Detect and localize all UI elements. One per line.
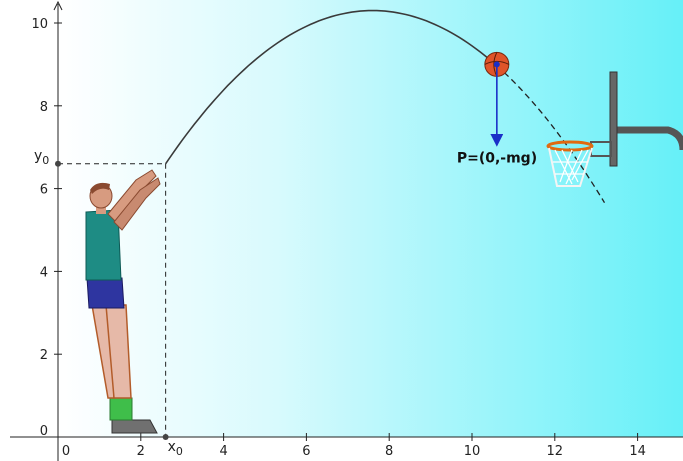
y-tick-label: 10 (31, 17, 48, 32)
x-tick-label: 8 (385, 444, 393, 459)
y-tick-label: 6 (40, 183, 48, 198)
x0-point (162, 434, 169, 440)
y-tick-label: 4 (40, 265, 48, 280)
x-tick-label: 4 (219, 444, 227, 459)
x-tick-group: 0 2 4 6 8 10 12 14 (62, 433, 646, 459)
x-tick-label: 6 (302, 444, 310, 459)
y-tick-label: 0 (40, 424, 48, 439)
x-tick-label: 10 (464, 444, 481, 459)
y-tick-label: 2 (40, 348, 48, 363)
x0-label: x0 (168, 439, 183, 458)
y0-point (55, 160, 61, 167)
x-tick-label: 2 (137, 444, 145, 459)
x-tick-label: 0 (62, 444, 70, 459)
y0-label: y0 (34, 148, 49, 167)
sky-background (58, 0, 683, 437)
force-label: P=(0,-mg) (457, 150, 537, 166)
y-tick-label: 8 (40, 100, 48, 115)
y-axis-arrow-icon (53, 0, 63, 11)
trajectory-curve (164, 9, 498, 165)
basketball-player-illustration (85, 169, 161, 434)
x-tick-label: 14 (629, 444, 646, 459)
y-tick-group: 0 2 4 6 8 10 (31, 17, 62, 439)
x-tick-label: 12 (547, 444, 564, 459)
trajectory-continuation (496, 65, 606, 204)
